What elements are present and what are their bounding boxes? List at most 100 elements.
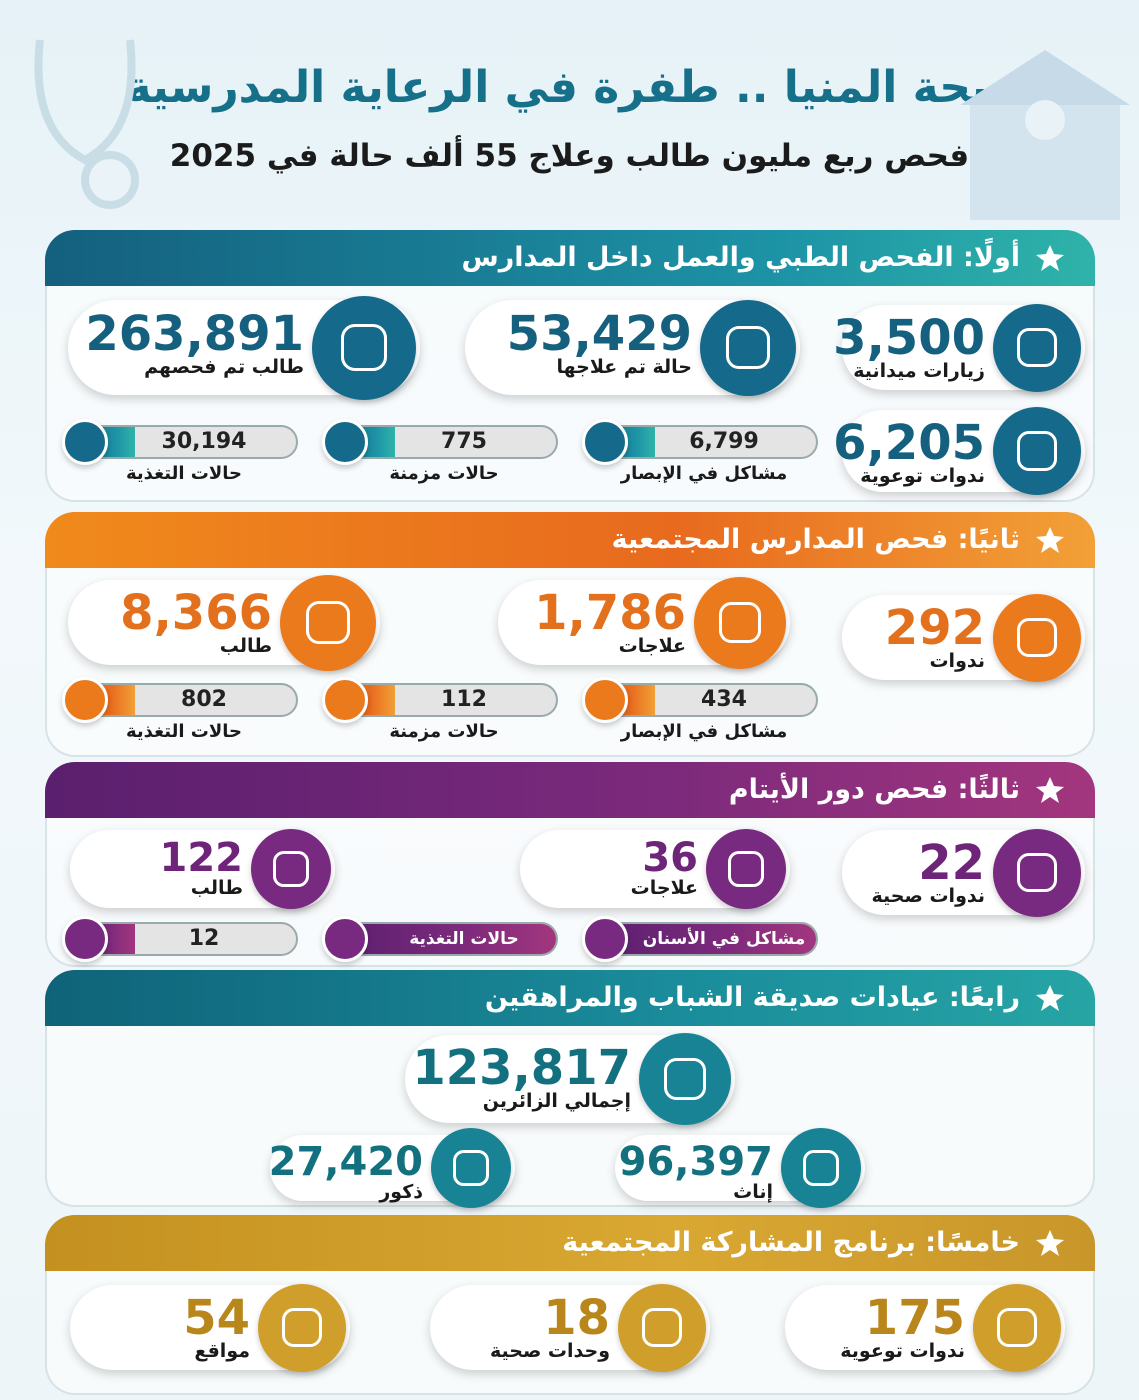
small-label: مشاكل في الإبصار: [620, 463, 788, 484]
stat-icon: [618, 1283, 706, 1372]
stat-card: 22 ندوات صحية: [842, 828, 1085, 917]
stat-value: 6,205: [833, 414, 985, 471]
stat-label: إجمالي الزائرين: [482, 1090, 631, 1113]
stat-icon: [639, 1033, 731, 1125]
stat-value: 292: [884, 600, 985, 657]
small-label: حالات مزمنة: [389, 721, 499, 742]
small-icon: [582, 419, 628, 465]
stat-card: 6,205 ندوات توعوية: [833, 407, 1085, 495]
small-label: حالات التغذية: [126, 463, 242, 484]
stat-label: طالب: [190, 876, 243, 899]
section-heading: أولًا: الفحص الطبي والعمل داخل المدارس: [45, 230, 1095, 286]
heading-icon: [1035, 1228, 1065, 1262]
small-icon: [582, 677, 628, 723]
stat-icon-glyph: [306, 600, 350, 645]
stat-card: 3,500 زيارات ميدانية: [833, 303, 1085, 392]
stat-label: زيارات ميدانية: [853, 360, 985, 383]
heading-icon: [1035, 243, 1065, 277]
stat-icon: [781, 1128, 861, 1208]
small-bar: حالات التغذية: [330, 922, 558, 956]
title: صحة المنيا .. طفرة في الرعاية المدرسية: [125, 62, 1014, 113]
stat-label: طالب: [219, 635, 272, 658]
small-icon: [62, 419, 108, 465]
stat-label: ندوات توعوية: [840, 1340, 965, 1363]
stat-label: طالب تم فحصهم: [144, 355, 304, 378]
stat-icon: [993, 593, 1081, 682]
stat-label: مواقع: [194, 1340, 250, 1363]
stat-icon-glyph: [664, 1058, 706, 1100]
heading-icon: [1035, 983, 1065, 1017]
stat-icon-glyph: [1017, 617, 1057, 658]
stat-label: وحدات صحية: [489, 1340, 610, 1363]
stat-value: 96,397: [618, 1138, 773, 1185]
stat-card: 27,420 ذكور: [268, 1128, 515, 1208]
stat-card: 123,817 إجمالي الزائرين: [405, 1033, 735, 1125]
small-value: 12: [188, 926, 220, 951]
subtitle: فحص ربع مليون طالب وعلاج 55 ألف حالة في …: [169, 138, 970, 174]
section-heading: رابعًا: عيادات صديقة الشباب والمراهقين: [45, 970, 1095, 1026]
stat-icon-glyph: [642, 1307, 682, 1348]
small-bar-fill: [592, 924, 816, 954]
stat-value: 263,891: [85, 305, 304, 362]
stat-value: 53,429: [506, 305, 692, 362]
small-value: 775: [441, 429, 487, 454]
stat-icon: [993, 828, 1081, 917]
stat-icon-glyph: [282, 1307, 322, 1348]
stat-card: 175 ندوات توعوية: [785, 1283, 1065, 1372]
stat-value: 54: [183, 1290, 250, 1347]
stat-icon-glyph: [719, 601, 761, 644]
stat-value: 123,817: [412, 1040, 631, 1097]
section-heading: ثالثًا: فحص دور الأيتام: [45, 762, 1095, 818]
stat-card: 292 ندوات: [842, 593, 1085, 682]
stat-card: 263,891 طالب تم فحصهم: [68, 295, 420, 400]
stat-icon: [312, 295, 416, 400]
stat-card: 8,366 طالب: [68, 574, 380, 671]
stat-label: ندوات صحية: [871, 885, 985, 908]
stat-card: 36 علاجات: [520, 829, 790, 909]
stat-card: 96,397 إناث: [615, 1128, 865, 1208]
section-heading: خامسًا: برنامج المشاركة المجتمعية: [45, 1215, 1095, 1271]
stat-label: ندوات: [929, 650, 985, 673]
small-value: 112: [441, 687, 487, 712]
stat-card: 53,429 حالة تم علاجها: [465, 299, 800, 396]
stat-icon-glyph: [997, 1307, 1037, 1348]
stat-value: 27,420: [268, 1138, 423, 1185]
stat-icon-glyph: [726, 325, 770, 370]
small-value: 434: [701, 687, 747, 712]
stat-value: 36: [642, 834, 698, 881]
stat-value: 175: [864, 1290, 965, 1347]
stat-label: ذكور: [379, 1180, 423, 1203]
stat-icon-glyph: [1017, 431, 1057, 471]
stat-icon: [280, 574, 376, 671]
stat-icon: [258, 1283, 346, 1372]
stat-icon: [706, 829, 786, 909]
stat-icon-glyph: [1017, 327, 1057, 368]
small-icon: [62, 916, 108, 962]
stat-card: 54 مواقع: [70, 1283, 350, 1372]
small-label: حالات التغذية: [126, 721, 242, 742]
stat-value: 8,366: [120, 585, 272, 642]
stat-card: 122 طالب: [70, 829, 335, 909]
heading-icon: [1035, 775, 1065, 809]
stat-icon-glyph: [340, 324, 388, 371]
stat-card: 18 وحدات صحية: [430, 1283, 710, 1372]
small-text: حالات التغذية: [409, 929, 519, 949]
stat-icon-glyph: [1017, 852, 1057, 893]
stat-value: 22: [918, 835, 985, 892]
heading-icon: [1035, 525, 1065, 559]
small-label: مشاكل في الإبصار: [620, 721, 788, 742]
stat-label: إناث: [733, 1180, 773, 1203]
small-icon: [62, 677, 108, 723]
stat-icon: [993, 407, 1081, 495]
stat-value: 122: [159, 834, 244, 881]
small-value: 802: [181, 687, 227, 712]
small-text: مشاكل في الأسنان: [642, 929, 806, 949]
stat-label: علاجات: [618, 635, 686, 658]
stat-icon-glyph: [273, 851, 309, 887]
stat-value: 1,786: [534, 585, 686, 642]
small-icon: [582, 916, 628, 962]
small-icon: [322, 419, 368, 465]
stat-icon: [993, 303, 1081, 392]
small-label: حالات مزمنة: [389, 463, 499, 484]
